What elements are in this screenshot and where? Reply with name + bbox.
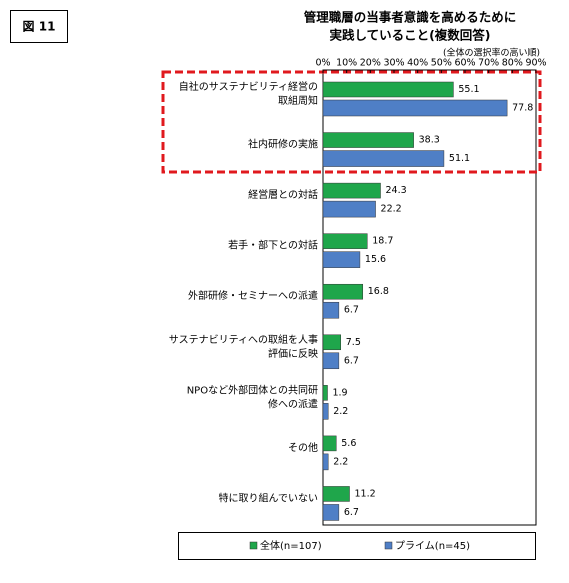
bar <box>322 99 508 117</box>
bar <box>322 200 376 218</box>
data-label: 51.1 <box>449 153 470 164</box>
data-label: 5.6 <box>341 438 356 449</box>
legend-label: プライム(n=45) <box>395 540 470 552</box>
bar <box>322 251 361 268</box>
bar <box>322 486 350 502</box>
chart-title: 管理職層の当事者意識を高めるために <box>304 10 517 25</box>
bar <box>322 504 340 521</box>
data-label: 6.7 <box>344 507 359 518</box>
data-label: 11.2 <box>355 488 376 499</box>
legend-box <box>178 532 536 560</box>
data-label: 6.7 <box>344 355 359 366</box>
category-label: 社内研修の実施 <box>248 138 318 151</box>
data-label: 2.2 <box>333 456 348 467</box>
bar <box>322 352 340 370</box>
category-label: その他 <box>288 441 318 454</box>
x-tick-label: 40% <box>407 58 428 69</box>
legend-swatch <box>384 541 393 550</box>
data-label: 38.3 <box>419 135 440 146</box>
data-label: 2.2 <box>333 406 348 417</box>
category-label: 若手・部下との対話 <box>228 239 318 252</box>
figure-label: 図 11 <box>23 20 56 34</box>
category-label: NPOなど外部団体との共同研修への派遣 <box>187 383 318 410</box>
data-label: 1.9 <box>332 387 347 398</box>
bar <box>322 182 381 199</box>
x-tick-label: 10% <box>336 58 357 69</box>
bar <box>322 403 329 420</box>
bar <box>322 385 328 401</box>
x-tick-label: 90% <box>525 58 546 69</box>
bar <box>322 435 337 452</box>
x-tick-label: 0% <box>315 58 330 69</box>
data-label: 22.2 <box>381 204 402 215</box>
bar <box>322 334 341 351</box>
bar <box>322 301 340 319</box>
highlight-box <box>161 70 542 174</box>
bar <box>322 132 414 148</box>
category-label: サステナビリティへの取組を人事評価に反映 <box>169 333 318 360</box>
bar <box>322 453 329 471</box>
data-label: 77.8 <box>512 103 533 114</box>
bar <box>322 233 368 249</box>
category-label: 経営層との対話 <box>248 188 318 201</box>
data-label: 6.7 <box>344 305 359 316</box>
chart-subtitle: (全体の選択率の高い順) <box>443 47 540 59</box>
bar <box>322 150 445 167</box>
data-label: 24.3 <box>386 185 407 196</box>
data-label: 7.5 <box>346 337 361 348</box>
data-label: 15.6 <box>365 254 386 265</box>
category-label: 自社のサステナビリティ経営の取組周知 <box>179 80 318 107</box>
figure-label-box <box>10 10 68 43</box>
x-tick-label: 60% <box>454 58 475 69</box>
bar <box>322 283 364 300</box>
category-label: 特に取り組んでいない <box>219 491 319 504</box>
legend-label: 全体(n=107) <box>260 539 322 552</box>
chart-title: 実践していること(複数回答) <box>329 28 490 43</box>
data-label: 18.7 <box>372 236 393 247</box>
x-tick-label: 50% <box>431 58 452 69</box>
x-tick-label: 20% <box>360 58 381 69</box>
x-tick-label: 30% <box>383 58 404 69</box>
x-tick-label: 70% <box>478 58 499 69</box>
category-label: 外部研修・セミナーへの派遣 <box>188 289 318 302</box>
legend-swatch <box>249 541 258 550</box>
data-label: 55.1 <box>458 84 479 95</box>
x-tick-label: 80% <box>502 58 523 69</box>
bar <box>322 81 454 98</box>
data-label: 16.8 <box>368 286 389 297</box>
